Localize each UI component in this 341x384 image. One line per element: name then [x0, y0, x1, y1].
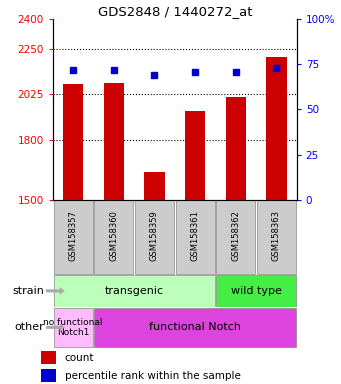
- Text: GSM158362: GSM158362: [231, 210, 240, 261]
- Text: functional Notch: functional Notch: [149, 322, 241, 333]
- FancyBboxPatch shape: [216, 275, 296, 306]
- Text: GSM158360: GSM158360: [109, 210, 118, 261]
- FancyBboxPatch shape: [257, 200, 296, 274]
- Text: count: count: [65, 353, 94, 363]
- Bar: [41, 369, 56, 382]
- Bar: [63, 84, 83, 200]
- FancyBboxPatch shape: [94, 200, 133, 274]
- Text: percentile rank within the sample: percentile rank within the sample: [65, 371, 241, 381]
- FancyBboxPatch shape: [54, 200, 93, 274]
- Bar: [104, 83, 124, 200]
- Title: GDS2848 / 1440272_at: GDS2848 / 1440272_at: [98, 5, 252, 18]
- Bar: [266, 57, 286, 200]
- Text: other: other: [15, 322, 44, 333]
- FancyBboxPatch shape: [54, 308, 93, 347]
- FancyBboxPatch shape: [216, 200, 255, 274]
- Bar: [225, 98, 246, 200]
- Text: wild type: wild type: [231, 286, 281, 296]
- FancyBboxPatch shape: [176, 200, 214, 274]
- Text: GSM158361: GSM158361: [191, 210, 199, 261]
- Text: no functional
Notch1: no functional Notch1: [43, 318, 103, 337]
- FancyBboxPatch shape: [54, 275, 214, 306]
- Bar: [144, 172, 165, 200]
- Bar: [185, 111, 205, 200]
- FancyBboxPatch shape: [135, 200, 174, 274]
- Text: strain: strain: [13, 286, 44, 296]
- Text: GSM158359: GSM158359: [150, 210, 159, 261]
- Text: transgenic: transgenic: [105, 286, 164, 296]
- FancyBboxPatch shape: [94, 308, 296, 347]
- Bar: [41, 351, 56, 364]
- Text: GSM158357: GSM158357: [69, 210, 78, 261]
- Text: GSM158363: GSM158363: [272, 210, 281, 261]
